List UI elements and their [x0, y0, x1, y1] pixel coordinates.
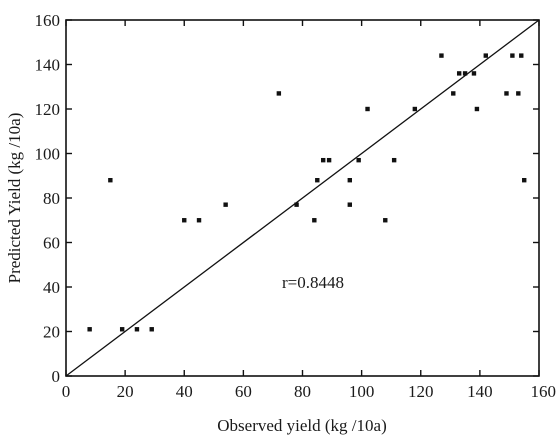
data-point [451, 91, 456, 96]
data-point [276, 91, 282, 96]
data-point [315, 178, 320, 183]
y-tick-label: 20 [43, 323, 60, 342]
data-points [87, 53, 527, 332]
data-point [294, 202, 299, 207]
data-point [347, 202, 352, 207]
y-tick-label: 40 [43, 278, 60, 297]
data-point [456, 71, 462, 76]
x-axis-title: Observed yield (kg /10a) [217, 416, 386, 435]
data-point [383, 218, 388, 223]
data-point [471, 71, 477, 76]
x-tick-label: 40 [176, 382, 193, 401]
data-point [134, 327, 140, 332]
data-point [347, 178, 352, 183]
data-point [108, 178, 113, 183]
data-point [462, 71, 468, 76]
data-point [391, 157, 397, 163]
x-tick-label: 120 [408, 382, 434, 401]
x-tick-label: 60 [235, 382, 252, 401]
x-tick-label: 80 [294, 382, 311, 401]
data-point [223, 202, 228, 207]
data-point [412, 106, 418, 112]
data-point [439, 53, 444, 58]
data-point [522, 178, 527, 183]
x-axis-ticks: 0 20 40 60 80 100 120 140 160 [62, 20, 556, 401]
y-tick-label: 140 [35, 56, 61, 75]
y-tick-label: 120 [35, 100, 61, 119]
data-point [326, 157, 332, 163]
data-point [119, 327, 125, 332]
data-point [196, 218, 202, 223]
y-axis-ticks: 0 20 40 60 80 100 120 140 160 [35, 11, 539, 386]
x-tick-label: 20 [117, 382, 134, 401]
y-axis-title: Predicted Yield (kg /10a) [5, 113, 24, 284]
correlation-annotation: r=0.8448 [282, 273, 344, 292]
y-tick-label: 0 [52, 367, 61, 386]
x-tick-label: 160 [531, 382, 557, 401]
x-tick-label: 0 [62, 382, 71, 401]
data-point [87, 327, 92, 332]
data-point [510, 53, 515, 58]
data-point [182, 218, 187, 223]
reference-line [65, 19, 540, 377]
data-point [519, 53, 524, 58]
y-tick-label: 100 [35, 145, 61, 164]
data-point [483, 53, 488, 58]
y-tick-label: 60 [43, 234, 60, 253]
data-point [516, 91, 521, 96]
data-point [504, 91, 509, 96]
data-point [149, 327, 154, 332]
data-point [312, 218, 317, 223]
x-tick-label: 100 [349, 382, 375, 401]
data-point [320, 157, 326, 163]
data-point [365, 106, 370, 112]
y-tick-label: 160 [35, 11, 61, 30]
y-tick-label: 80 [43, 189, 60, 208]
x-tick-label: 140 [467, 382, 493, 401]
data-point [356, 157, 361, 163]
data-point [474, 106, 480, 112]
